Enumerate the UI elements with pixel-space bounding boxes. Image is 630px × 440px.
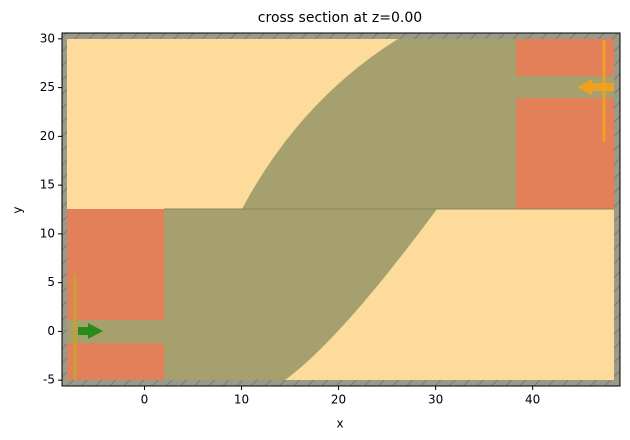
monitor-arrow: [577, 79, 614, 95]
y-axis-label: y: [11, 206, 25, 213]
y-tick-label: 0: [47, 324, 55, 338]
source-arrow: [78, 323, 103, 339]
y-tick-label: 30: [40, 31, 55, 45]
x-axis-label: x: [336, 417, 343, 431]
x-tick-label: 30: [428, 393, 443, 407]
y-tick-label: 25: [40, 80, 55, 94]
x-tick-label: 10: [234, 393, 249, 407]
y-tick-label: 5: [47, 275, 55, 289]
axes-frame: [61, 32, 621, 387]
block: [516, 39, 614, 76]
y-tick-label: 10: [40, 226, 55, 240]
x-tick-label: 20: [331, 393, 346, 407]
y-tick-label: 20: [40, 129, 55, 143]
y-tick-label: -5: [43, 373, 55, 387]
x-tick-label: 0: [141, 393, 149, 407]
bend: [242, 39, 516, 209]
block: [516, 98, 614, 209]
plot-area: [61, 32, 621, 387]
block: [67, 343, 164, 380]
chart-title: cross section at z=0.00: [258, 10, 422, 26]
x-tick-label: 40: [525, 393, 540, 407]
bend: [164, 209, 437, 380]
y-tick-label: 15: [40, 178, 55, 192]
block: [67, 209, 164, 320]
